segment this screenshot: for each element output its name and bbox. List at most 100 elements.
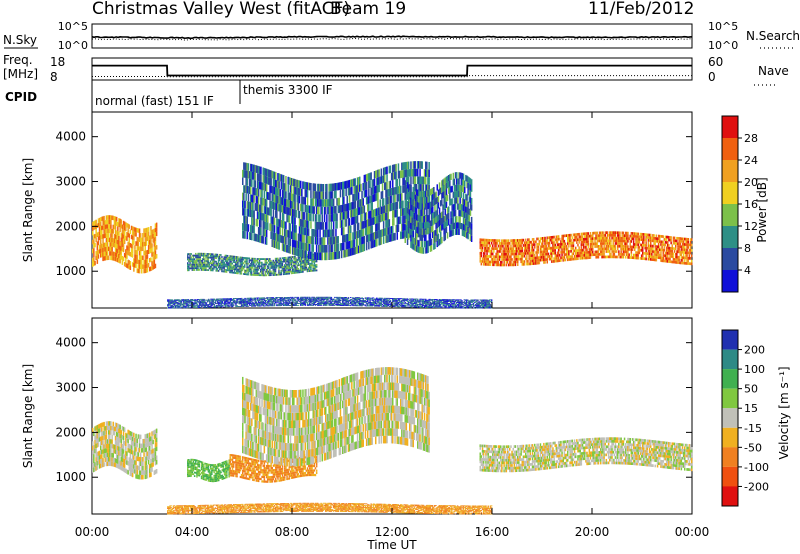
scatter-cell [224,254,227,257]
scatter-cell [569,258,571,261]
scatter-cell [459,197,461,204]
scatter-cell [268,267,270,269]
scatter-cell [453,210,456,217]
scatter-cell [260,166,262,175]
scatter-cell [576,254,578,258]
scatter-cell [484,249,486,253]
scatter-cell [243,162,245,170]
scatter-cell [592,242,594,246]
scatter-cell [540,247,543,251]
scatter-cell [544,252,546,256]
scatter-cell [197,254,199,257]
scatter-cell [406,207,409,214]
scatter-cell [554,254,556,258]
scatter-cell [437,214,440,221]
scatter-cell [302,267,304,270]
scatter-cell [246,264,248,267]
scatter-cell [203,267,205,269]
scatter-cell [589,234,592,238]
scatter-cell [346,241,348,250]
scatter-cell [521,263,523,266]
scatter-cell [320,237,322,245]
scatter-cell [109,219,111,225]
scatter-cell [285,262,287,265]
scatter-cell [188,258,190,261]
scatter-cell [110,219,112,225]
scatter-cell [146,254,149,259]
scatter-cell [298,226,301,234]
scatter-cell [259,166,261,174]
scatter-cell [103,224,105,230]
scatter-cell [540,253,543,256]
scatter-cell [495,252,497,256]
scatter-cell [295,259,297,261]
scatter-cell [587,242,589,246]
scatter-cell [580,256,583,260]
scatter-cell [330,252,333,260]
scatter-cell [504,244,506,248]
scatter-cell [546,236,548,240]
scatter-cell [285,271,287,274]
nsky-line [91,35,693,40]
scatter-cell [340,182,343,190]
scatter-cell [204,254,206,257]
scatter-cell [488,255,491,258]
scatter-cell [211,305,213,306]
scatter-cell [255,274,257,276]
scatter-cell [645,257,647,261]
scatter-cell [484,252,486,255]
scatter-cell [138,264,141,269]
scatter-cell [190,258,192,261]
scatter-cell [272,209,275,217]
scatter-cell [191,263,194,266]
scatter-cell [392,187,394,196]
scatter-cell [346,234,348,242]
scatter-cell [269,258,271,260]
scatter-cell [247,262,249,265]
scatter-cell [530,257,533,260]
scatter-cell [380,191,383,199]
scatter-cell [490,239,493,242]
scatter-cell [365,212,368,220]
scatter-cell [258,274,261,277]
scatter-cell [548,239,551,242]
scatter-cell [342,242,344,251]
scatter-cell [143,250,145,256]
scatter-cell [290,216,293,224]
scatter-cell [243,223,245,231]
scatter-cell [539,248,542,251]
scatter-cell [247,224,250,232]
scatter-cell [461,185,464,192]
scatter-cell [131,253,134,258]
scatter-cell [430,245,433,252]
scatter-cell [509,258,511,261]
scatter-cell [664,243,667,247]
scatter-cell [645,241,647,245]
scatter-cell [592,248,594,251]
scatter-cell [486,249,488,253]
scatter-cell [106,242,109,247]
scatter-cell [489,260,492,264]
scatter-cell [415,195,418,202]
scatter-cell [331,198,334,207]
scatter-cell [406,201,409,208]
scatter-cell [364,182,367,190]
scatter-cell [370,218,372,226]
scatter-cell [201,252,204,255]
scatter-cell [588,253,591,257]
scatter-cell [520,260,522,264]
scatter-cell [425,176,427,185]
scatter-cell [393,195,395,203]
scatter-cell [289,238,292,247]
scatter-cell [354,216,356,224]
scatter-cell [282,182,285,191]
nsearch-tick-low: 10^0 [708,39,738,52]
scatter-cell [380,214,383,222]
scatter-cell [276,241,278,249]
scatter-cell [446,207,449,214]
scatter-cell [272,270,274,273]
scatter-cell [559,243,561,246]
scatter-cell [384,174,386,183]
scatter-cell [492,260,494,264]
scatter-cell [585,251,587,254]
